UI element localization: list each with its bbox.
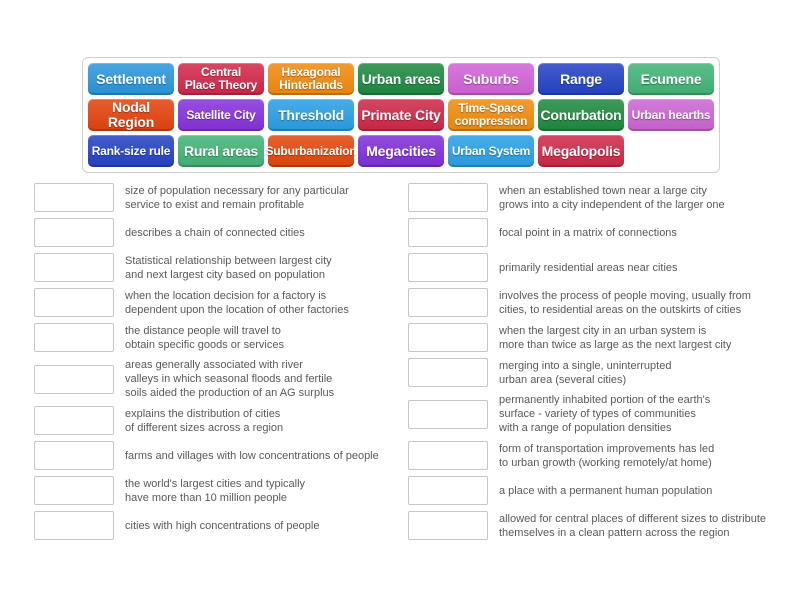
- match-row-right-4: involves the process of people moving, u…: [408, 288, 774, 317]
- match-row-left-6: areas generally associated with river va…: [34, 358, 408, 400]
- match-row-right-3: primarily residential areas near cities: [408, 253, 774, 282]
- match-row-left-1: size of population necessary for any par…: [34, 183, 408, 212]
- match-row-right-9: a place with a permanent human populatio…: [408, 476, 774, 505]
- answer-slot-right-7[interactable]: [408, 399, 488, 429]
- definition-text: allowed for central places of different …: [499, 512, 766, 539]
- answer-slot-right-4[interactable]: [408, 288, 488, 317]
- word-tile-ecumene[interactable]: Ecumene: [628, 63, 714, 95]
- word-tile-suburbanization[interactable]: Suburbanization: [266, 135, 357, 167]
- definition-text: primarily residential areas near cities: [499, 261, 678, 274]
- answer-slot-right-10[interactable]: [408, 511, 488, 540]
- answer-slot-left-1[interactable]: [34, 183, 114, 212]
- definition-text: size of population necessary for any par…: [125, 184, 349, 211]
- answer-slot-right-1[interactable]: [408, 183, 488, 212]
- word-tile-threshold[interactable]: Threshold: [268, 99, 354, 131]
- definition-text: the distance people will travel to obtai…: [125, 324, 284, 351]
- match-row-left-7: explains the distribution of cities of d…: [34, 406, 408, 435]
- definition-text: when an established town near a large ci…: [499, 184, 725, 211]
- word-tile-settlement[interactable]: Settlement: [88, 63, 174, 95]
- answer-slot-right-9[interactable]: [408, 476, 488, 505]
- definition-text: describes a chain of connected cities: [125, 226, 305, 239]
- word-tile-satellite-city[interactable]: Satellite City: [178, 99, 264, 131]
- definitions-area: size of population necessary for any par…: [34, 183, 774, 540]
- word-tile-megacities[interactable]: Megacities: [358, 135, 444, 167]
- answer-slot-left-3[interactable]: [34, 253, 114, 282]
- match-row-left-9: the world's largest cities and typically…: [34, 476, 408, 505]
- answer-slot-right-3[interactable]: [408, 253, 488, 282]
- answer-slot-left-8[interactable]: [34, 441, 114, 470]
- word-tile-time-space-compression[interactable]: Time-Space compression: [448, 99, 534, 131]
- match-row-right-7: permanently inhabited portion of the ear…: [408, 393, 774, 435]
- definition-text: farms and villages with low concentratio…: [125, 449, 379, 462]
- match-row-left-8: farms and villages with low concentratio…: [34, 441, 408, 470]
- definition-text: areas generally associated with river va…: [125, 359, 335, 399]
- definition-text: explains the distribution of cities of d…: [125, 407, 284, 434]
- word-tile-hexagonal-hinterlands[interactable]: Hexagonal Hinterlands: [268, 63, 354, 95]
- definition-text: the world's largest cities and typically…: [125, 477, 306, 504]
- answer-slot-right-6[interactable]: [408, 358, 488, 387]
- match-row-left-2: describes a chain of connected cities: [34, 218, 408, 247]
- word-bank: Settlement Central Place Theory Hexagonal …: [82, 57, 720, 173]
- definition-text: involves the process of people moving, u…: [499, 289, 751, 316]
- match-row-right-5: when the largest city in an urban system…: [408, 323, 774, 352]
- word-tile-urban-system[interactable]: Urban System: [448, 135, 534, 167]
- definition-text: when the largest city in an urban system…: [499, 324, 732, 351]
- word-tile-suburbs[interactable]: Suburbs: [448, 63, 534, 95]
- answer-slot-right-5[interactable]: [408, 323, 488, 352]
- answer-slot-left-10[interactable]: [34, 511, 114, 540]
- word-tile-conurbation[interactable]: Conurbation: [538, 99, 624, 131]
- answer-slot-right-2[interactable]: [408, 218, 488, 247]
- answer-slot-right-8[interactable]: [408, 441, 488, 470]
- match-row-left-10: cities with high concentrations of peopl…: [34, 511, 408, 540]
- word-tile-rank-size-rule[interactable]: Rank-size rule: [88, 135, 174, 167]
- definitions-column-right: when an established town near a large ci…: [408, 183, 774, 540]
- match-row-right-6: merging into a single, uninterrupted urb…: [408, 358, 774, 387]
- word-tile-urban-hearths[interactable]: Urban hearths: [628, 99, 714, 131]
- definition-text: Statistical relationship between largest…: [125, 254, 332, 281]
- answer-slot-left-4[interactable]: [34, 288, 114, 317]
- match-row-left-5: the distance people will travel to obtai…: [34, 323, 408, 352]
- answer-slot-left-6[interactable]: [34, 364, 114, 394]
- definition-text: a place with a permanent human populatio…: [499, 484, 713, 497]
- word-tile-central-place-theory[interactable]: Central Place Theory: [178, 63, 264, 95]
- definition-text: cities with high concentrations of peopl…: [125, 519, 320, 532]
- answer-slot-left-9[interactable]: [34, 476, 114, 505]
- word-tile-primate-city[interactable]: Primate City: [358, 99, 444, 131]
- match-row-left-3: Statistical relationship between largest…: [34, 253, 408, 282]
- definition-text: when the location decision for a factory…: [125, 289, 349, 316]
- answer-slot-left-2[interactable]: [34, 218, 114, 247]
- match-row-right-10: allowed for central places of different …: [408, 511, 774, 540]
- word-tile-rural-areas[interactable]: Rural areas: [178, 135, 264, 167]
- answer-slot-left-7[interactable]: [34, 406, 114, 435]
- match-row-right-2: focal point in a matrix of connections: [408, 218, 774, 247]
- answer-slot-left-5[interactable]: [34, 323, 114, 352]
- word-tile-nodal-region[interactable]: Nodal Region: [88, 99, 174, 131]
- word-tile-urban-areas[interactable]: Urban areas: [358, 63, 444, 95]
- definition-text: focal point in a matrix of connections: [499, 226, 677, 239]
- word-tile-megalopolis[interactable]: Megalopolis: [538, 135, 624, 167]
- word-tile-range[interactable]: Range: [538, 63, 624, 95]
- definition-text: merging into a single, uninterrupted urb…: [499, 359, 672, 386]
- definition-text: form of transportation improvements has …: [499, 442, 715, 469]
- definitions-column-left: size of population necessary for any par…: [34, 183, 408, 540]
- match-row-right-1: when an established town near a large ci…: [408, 183, 774, 212]
- match-row-left-4: when the location decision for a factory…: [34, 288, 408, 317]
- match-row-right-8: form of transportation improvements has …: [408, 441, 774, 470]
- definition-text: permanently inhabited portion of the ear…: [499, 394, 711, 434]
